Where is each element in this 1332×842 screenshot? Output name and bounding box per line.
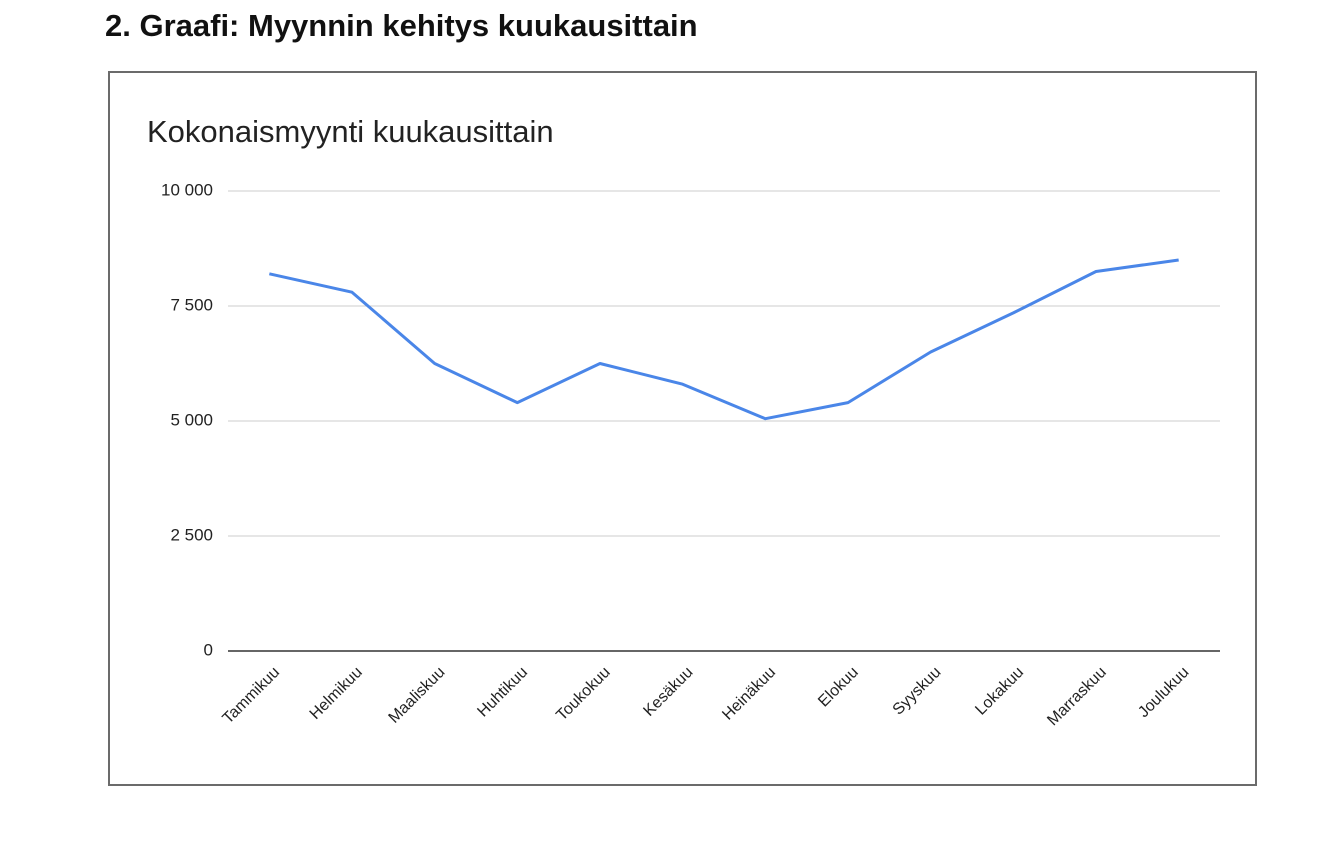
y-tick-label: 7 500 [170,295,213,314]
chart-title: Kokonaismyynti kuukausittain [147,114,554,149]
line [269,258,1179,421]
y-tick-label: 2 500 [170,525,213,544]
y-tick-label: 5 000 [170,410,213,429]
heading: 2. Graafi: Myynnin kehitys kuukausittain [105,8,698,43]
y-tick-label: 10 000 [161,180,213,199]
y-tick-label: 0 [204,640,213,659]
